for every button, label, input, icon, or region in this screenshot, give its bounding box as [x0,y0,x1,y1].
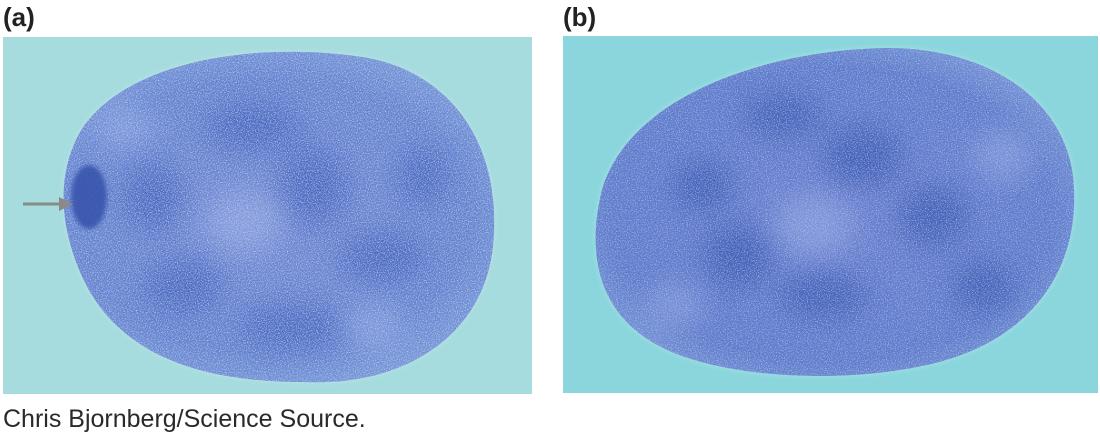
barr-body [71,165,107,229]
panel-a-label: (a) [3,2,35,32]
arrow-icon [23,197,73,211]
micrograph-a-image [23,51,495,383]
micrograph-b-image [595,47,1075,376]
micrograph-panel-a [3,37,532,394]
photo-credit: Chris Bjornberg/Science Source. [3,405,366,433]
micrograph-panel-b [563,36,1098,393]
panel-b-label: (b) [563,2,597,32]
